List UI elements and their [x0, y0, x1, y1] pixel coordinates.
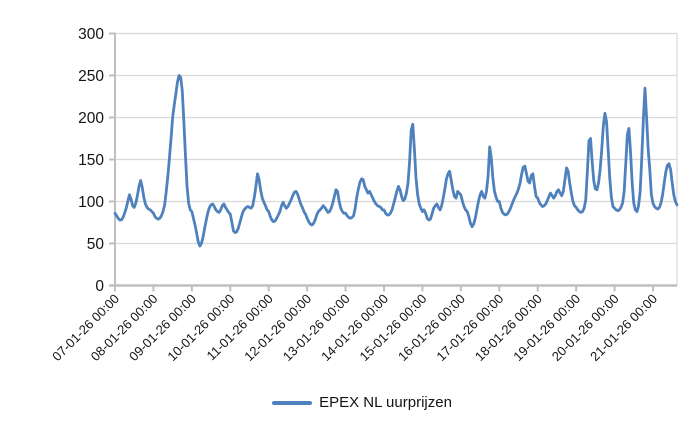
legend-label: EPEX NL uurprijzen	[319, 394, 452, 411]
y-tick-label: 50	[87, 236, 105, 253]
x-tick-label: 20-01-26 00:00	[549, 291, 622, 364]
series-line-epex-nl-uurprijzen	[113, 74, 679, 248]
y-tick-label: 200	[78, 110, 104, 127]
x-tick-label: 10-01-26 00:00	[164, 291, 237, 364]
x-tick-label: 19-01-26 00:00	[510, 291, 583, 364]
x-tick-label: 07-01-26 00:00	[49, 291, 122, 364]
y-tick-label: 300	[78, 26, 104, 43]
x-tick-label: 17-01-26 00:00	[433, 291, 506, 364]
line-chart-canvas: 0 50 100 150 200 250 300 07-01-26 00:0008-01-26…	[49, 26, 679, 364]
y-tick-label: 150	[78, 152, 104, 169]
x-tick-label: 21-01-26 00:00	[587, 291, 660, 364]
x-tick-label: 18-01-26 00:00	[472, 291, 545, 364]
x-tick-label: 14-01-26 00:00	[318, 291, 391, 364]
y-tick-label: 100	[78, 194, 104, 211]
x-tick-label: 12-01-26 00:00	[241, 291, 314, 364]
y-tick-label: 250	[78, 68, 104, 85]
x-tick-label: 15-01-26 00:00	[357, 291, 430, 364]
legend-line-swatch	[272, 400, 313, 405]
y-tick-label: 0	[95, 278, 104, 295]
x-tick-label: 11-01-26 00:00	[204, 291, 276, 363]
x-tick-label: 16-01-26 00:00	[395, 291, 468, 364]
x-tick-label: 09-01-26 00:00	[126, 291, 199, 364]
x-tick-label: 08-01-26 00:00	[88, 291, 161, 364]
legend: EPEX NL uurprijzen	[0, 394, 700, 411]
x-tick-label: 13-01-26 00:00	[280, 291, 353, 364]
